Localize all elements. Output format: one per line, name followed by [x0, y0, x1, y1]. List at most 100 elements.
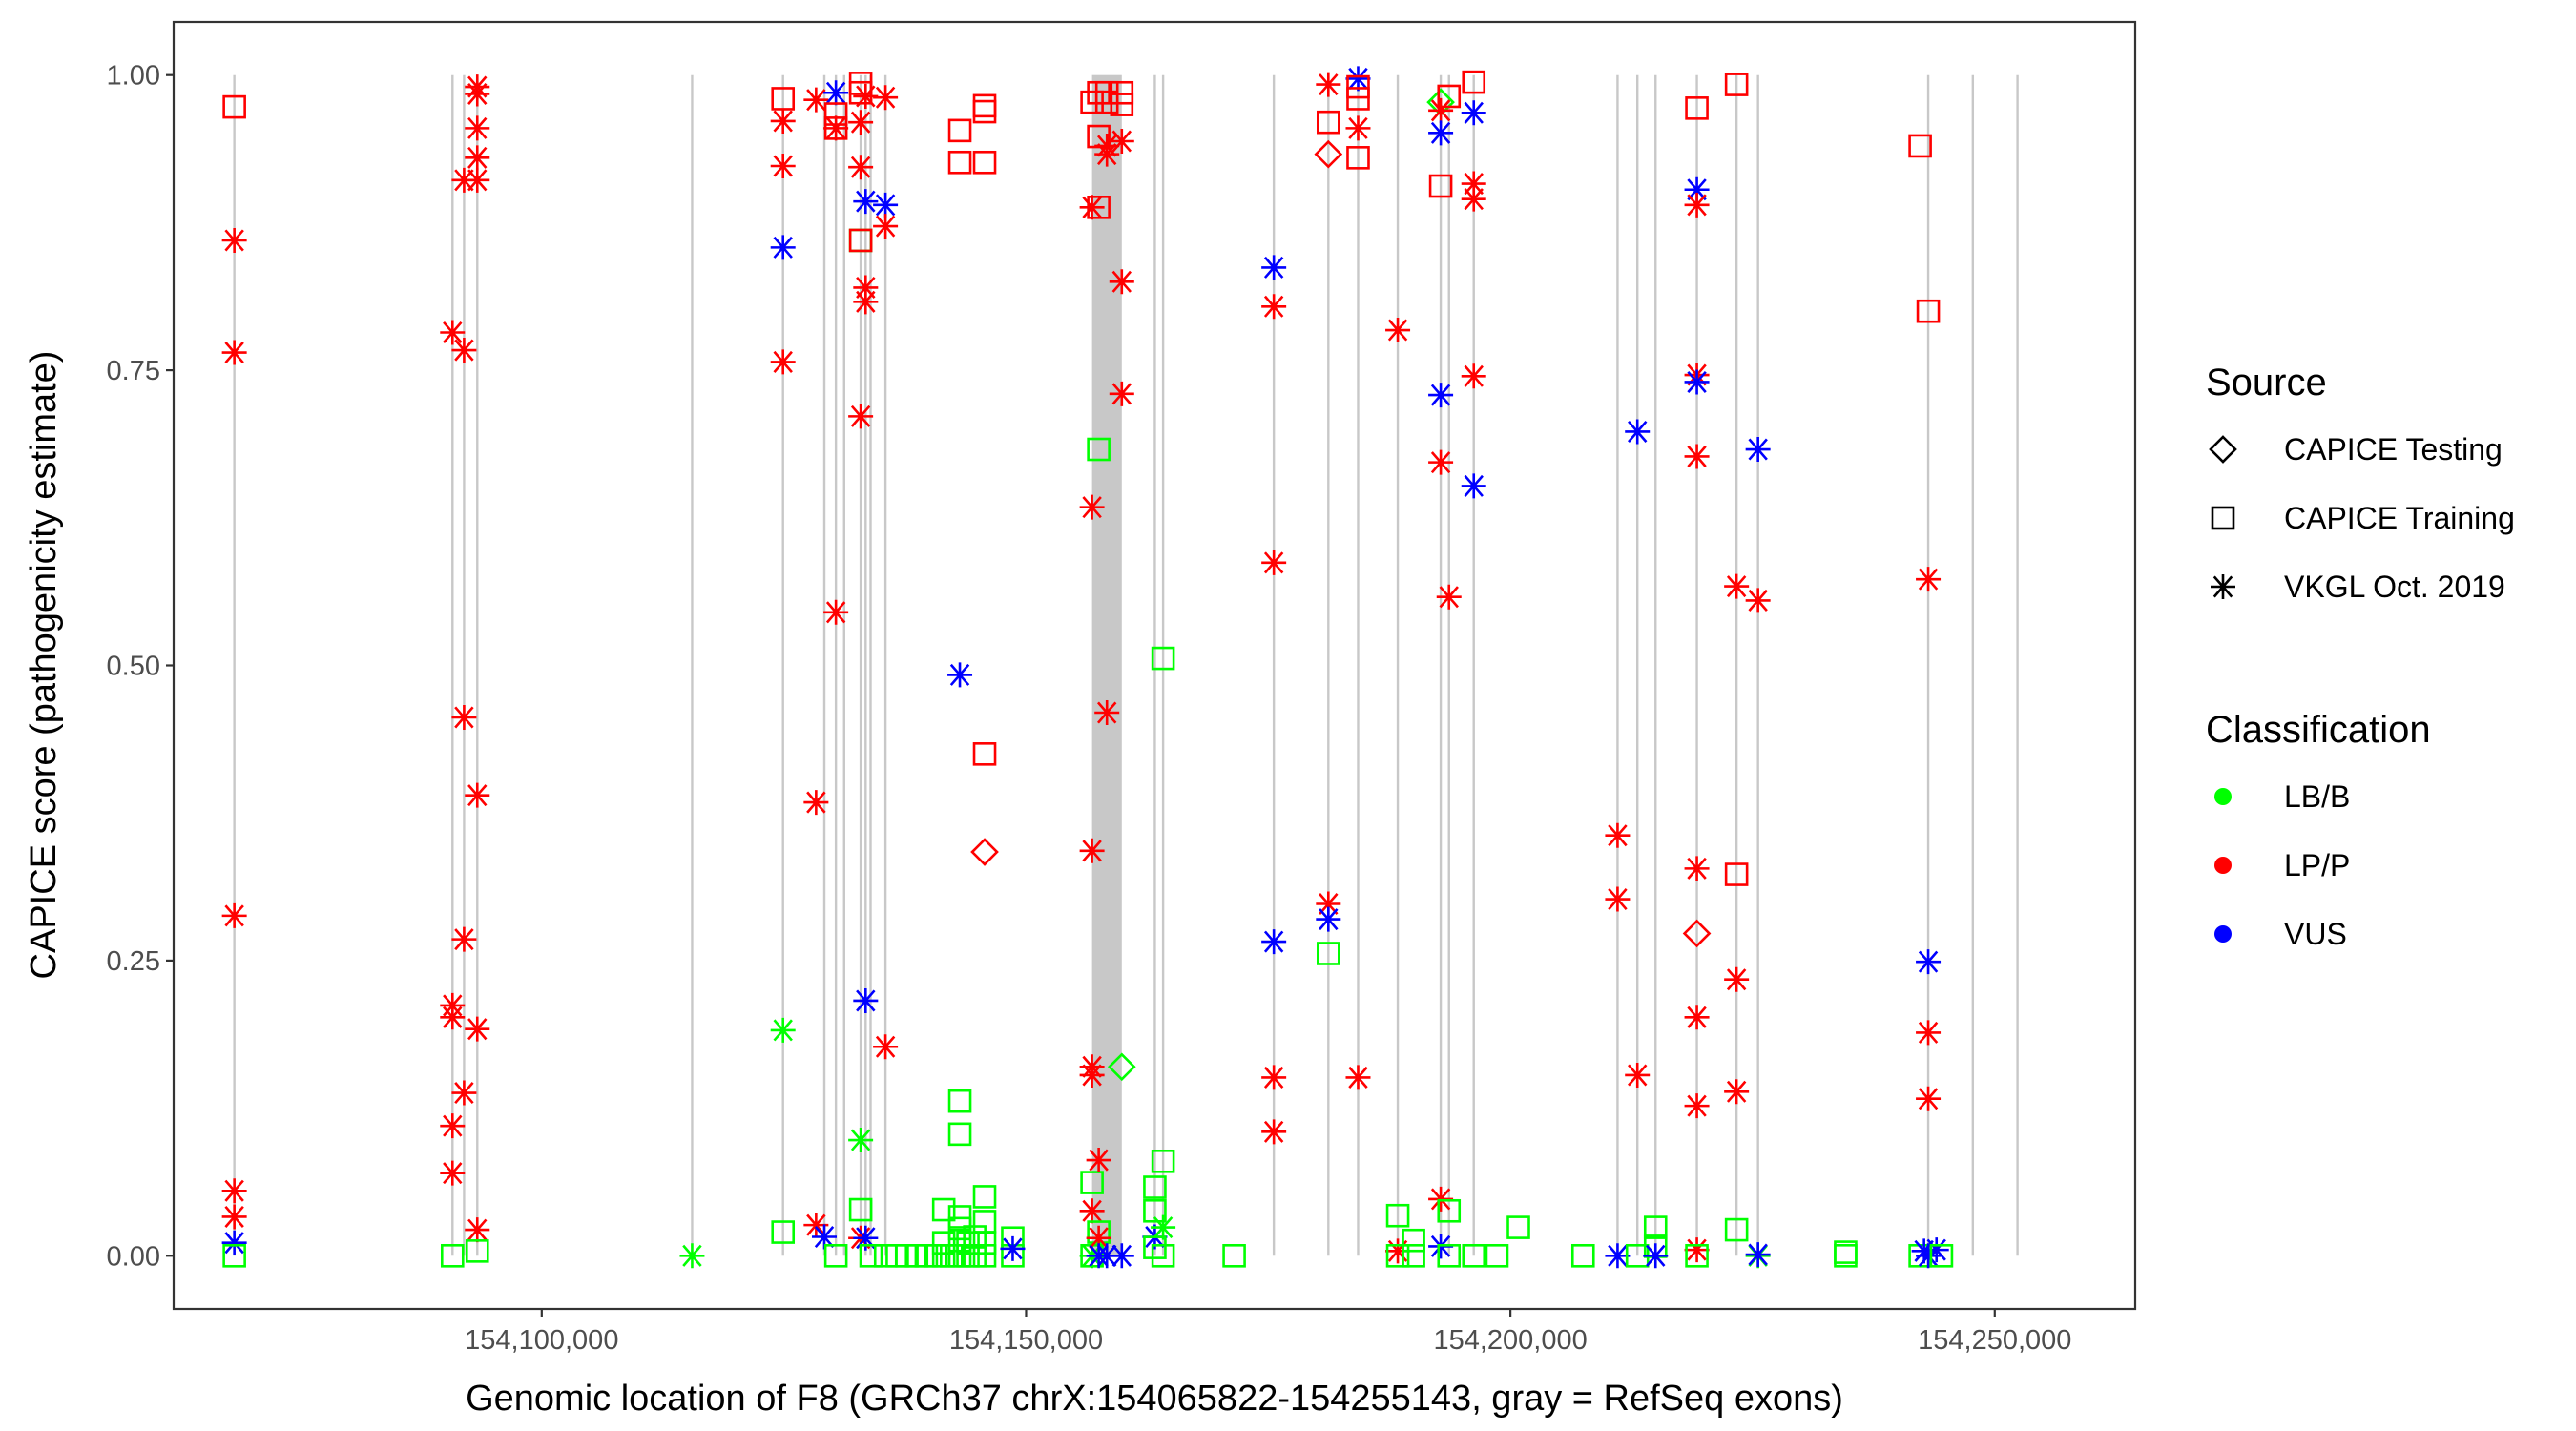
data-point — [1345, 1065, 1371, 1090]
data-point — [803, 87, 829, 113]
data-point — [1110, 93, 1134, 116]
x-tick-label: 154,100,000 — [465, 1325, 618, 1356]
data-point — [1916, 567, 1942, 592]
data-point — [1151, 1149, 1175, 1173]
data-point — [1461, 100, 1486, 126]
data-point — [1428, 449, 1454, 475]
data-point — [1834, 1240, 1858, 1264]
data-point — [1110, 80, 1134, 105]
data-point — [1385, 1203, 1410, 1228]
data-point — [956, 1231, 980, 1255]
data-point — [1402, 1228, 1425, 1253]
y-axis-title: CAPICE score (pathogenicity estimate) — [24, 351, 64, 980]
data-point — [1079, 1198, 1105, 1224]
data-point — [1261, 550, 1287, 575]
data-point — [1261, 255, 1287, 280]
data-point — [1745, 437, 1771, 463]
data-point — [848, 155, 874, 180]
data-point — [1682, 919, 1712, 948]
data-point — [803, 1213, 829, 1238]
data-point — [853, 289, 879, 315]
data-point — [1428, 1186, 1454, 1212]
data-point — [1094, 700, 1120, 726]
data-point — [1261, 1119, 1287, 1145]
data-point — [1428, 120, 1454, 146]
data-point — [1605, 1243, 1631, 1269]
data-point — [1109, 381, 1134, 406]
data-point — [1385, 1238, 1411, 1264]
data-point — [1461, 363, 1486, 389]
data-point — [1684, 192, 1710, 218]
data-point — [465, 1016, 490, 1042]
data-point — [451, 338, 477, 363]
legend-label: VUS — [2284, 917, 2347, 951]
data-point — [1506, 1215, 1530, 1239]
data-point — [873, 214, 899, 239]
data-point — [1314, 139, 1343, 169]
data-point — [1261, 294, 1287, 320]
x-tick-label: 154,250,000 — [1918, 1325, 2071, 1356]
data-point — [1143, 1175, 1167, 1199]
data-point — [1079, 195, 1105, 220]
data-point — [1462, 1244, 1486, 1268]
data-point — [1317, 110, 1340, 135]
data-point — [1316, 906, 1341, 932]
data-point — [803, 790, 829, 816]
data-point — [1437, 1198, 1462, 1223]
data-point — [222, 94, 246, 119]
data-point — [1916, 1243, 1942, 1269]
data-point — [1684, 369, 1710, 395]
data-points — [221, 66, 1954, 1269]
legend-dot-icon — [2214, 788, 2232, 805]
data-point — [465, 782, 490, 808]
data-point — [451, 167, 477, 193]
data-point — [1428, 174, 1453, 198]
data-point — [221, 1230, 247, 1255]
data-point — [451, 704, 477, 730]
data-point — [873, 85, 899, 111]
data-point — [221, 227, 247, 253]
data-point — [848, 110, 874, 135]
data-point — [440, 1160, 466, 1186]
data-point — [770, 349, 796, 375]
data-point — [1724, 1217, 1749, 1242]
legend-dot-icon — [2214, 857, 2232, 874]
legend-label: LP/P — [2284, 848, 2350, 882]
data-point — [947, 1122, 972, 1147]
x-tick-label: 154,150,000 — [949, 1325, 1103, 1356]
data-point — [1094, 1243, 1120, 1269]
y-tick-label: 1.00 — [107, 61, 160, 92]
data-point — [1745, 588, 1771, 613]
data-point — [1724, 862, 1749, 886]
data-point — [451, 926, 477, 952]
data-point — [947, 1216, 972, 1241]
data-point — [947, 1205, 972, 1229]
x-axis: 154,100,000 154,150,000 154,200,000 154,250… — [465, 1309, 2071, 1356]
data-point — [1316, 891, 1341, 917]
data-point — [1908, 134, 1932, 158]
data-point — [947, 662, 973, 688]
data-point — [1346, 74, 1370, 99]
data-point — [1151, 1244, 1175, 1268]
data-point — [440, 1244, 465, 1268]
data-point — [1087, 437, 1111, 462]
data-point — [823, 115, 849, 141]
data-point — [1685, 96, 1709, 120]
y-tick-label: 0.25 — [107, 946, 160, 977]
data-point — [1684, 856, 1710, 881]
data-point — [1261, 1065, 1287, 1090]
data-point — [465, 81, 490, 107]
data-point — [1745, 1242, 1771, 1268]
data-point — [1685, 1244, 1709, 1268]
data-point — [1684, 176, 1710, 202]
data-point — [972, 1244, 997, 1268]
data-point — [1605, 822, 1631, 848]
data-point — [1109, 1243, 1134, 1269]
data-point — [823, 1244, 848, 1268]
data-point — [221, 340, 247, 365]
data-point — [1485, 1244, 1509, 1268]
legend-key-vkgl-icon — [2211, 574, 2235, 599]
data-point — [931, 1231, 956, 1255]
data-point — [1923, 1237, 1949, 1263]
